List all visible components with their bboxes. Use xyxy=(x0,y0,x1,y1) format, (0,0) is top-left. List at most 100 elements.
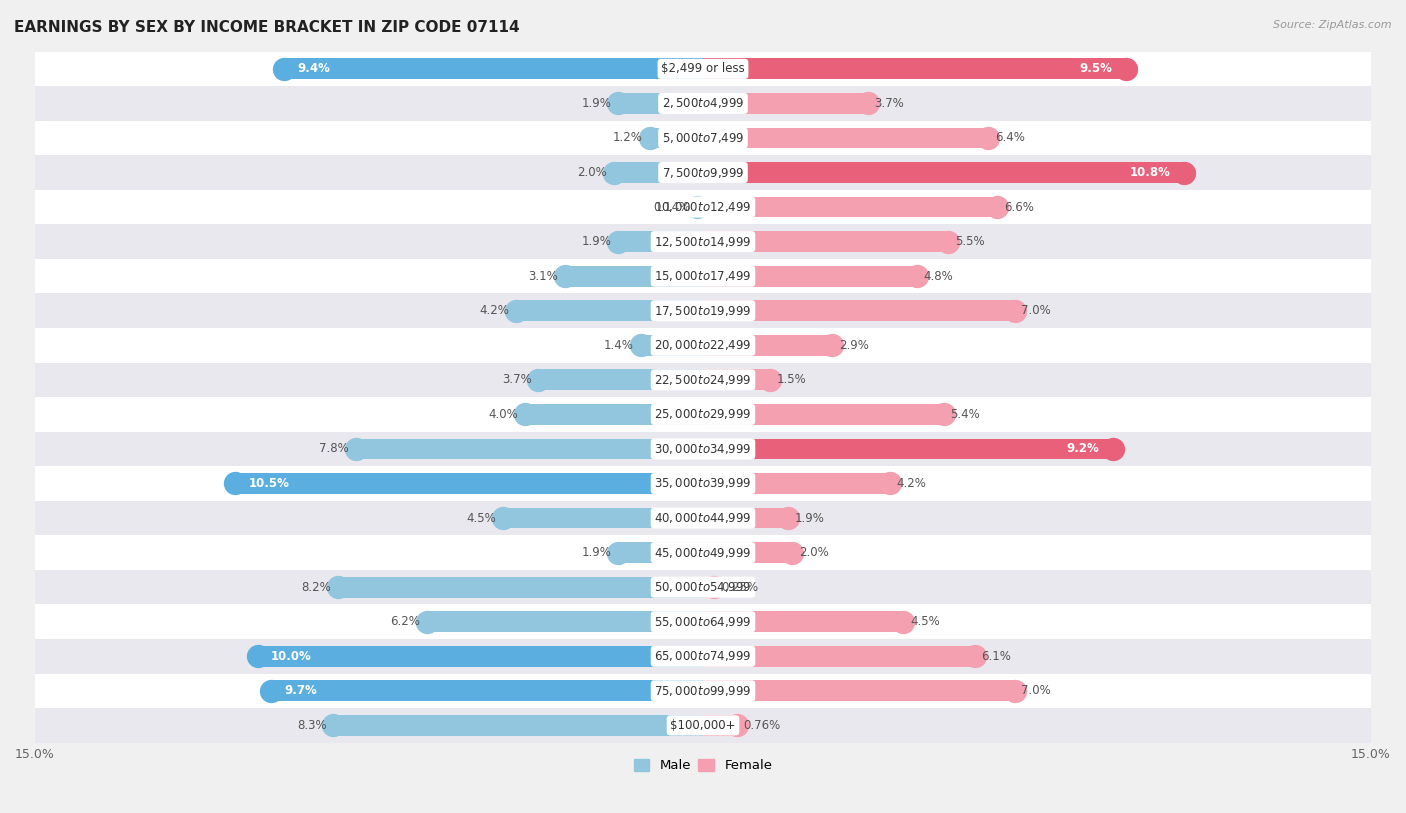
Bar xyxy=(35,708,1371,742)
Text: 6.1%: 6.1% xyxy=(981,650,1011,663)
Text: Source: ZipAtlas.com: Source: ZipAtlas.com xyxy=(1274,20,1392,30)
Bar xyxy=(257,646,703,667)
Bar xyxy=(502,507,703,528)
Bar xyxy=(703,197,997,217)
Text: $20,000 to $22,499: $20,000 to $22,499 xyxy=(654,338,752,352)
Bar xyxy=(35,120,1371,155)
Text: 0.14%: 0.14% xyxy=(652,201,690,214)
Bar xyxy=(35,604,1371,639)
Text: 1.5%: 1.5% xyxy=(776,373,806,386)
Text: 3.7%: 3.7% xyxy=(502,373,531,386)
Bar xyxy=(35,328,1371,363)
Text: 3.7%: 3.7% xyxy=(875,97,904,110)
Text: 8.3%: 8.3% xyxy=(297,719,326,732)
Text: 2.0%: 2.0% xyxy=(799,546,828,559)
Bar xyxy=(703,162,1184,183)
Text: 7.8%: 7.8% xyxy=(319,442,349,455)
Bar xyxy=(565,266,703,286)
Bar xyxy=(35,259,1371,293)
Bar xyxy=(619,542,703,563)
Bar xyxy=(35,189,1371,224)
Bar xyxy=(284,59,703,79)
Text: 9.5%: 9.5% xyxy=(1080,63,1112,76)
Text: 4.2%: 4.2% xyxy=(897,477,927,490)
Text: 6.6%: 6.6% xyxy=(1004,201,1033,214)
Bar xyxy=(641,335,703,355)
Bar xyxy=(35,673,1371,708)
Bar xyxy=(35,639,1371,673)
Text: EARNINGS BY SEX BY INCOME BRACKET IN ZIP CODE 07114: EARNINGS BY SEX BY INCOME BRACKET IN ZIP… xyxy=(14,20,520,35)
Bar xyxy=(703,507,787,528)
Text: 1.9%: 1.9% xyxy=(794,511,824,524)
Bar xyxy=(35,397,1371,432)
Text: 5.5%: 5.5% xyxy=(955,235,984,248)
Text: 3.1%: 3.1% xyxy=(529,270,558,283)
Bar xyxy=(703,576,714,598)
Bar xyxy=(703,128,988,148)
Text: $55,000 to $64,999: $55,000 to $64,999 xyxy=(654,615,752,628)
Text: 0.25%: 0.25% xyxy=(721,580,758,593)
Bar xyxy=(703,473,890,493)
Bar xyxy=(235,473,703,493)
Bar xyxy=(35,155,1371,189)
Text: 1.9%: 1.9% xyxy=(582,235,612,248)
Text: $12,500 to $14,999: $12,500 to $14,999 xyxy=(654,235,752,249)
Bar xyxy=(703,680,1015,701)
Bar xyxy=(703,646,974,667)
Bar xyxy=(35,466,1371,501)
Text: 1.9%: 1.9% xyxy=(582,546,612,559)
Text: 8.2%: 8.2% xyxy=(301,580,330,593)
Text: 5.4%: 5.4% xyxy=(950,408,980,421)
Text: $10,000 to $12,499: $10,000 to $12,499 xyxy=(654,200,752,214)
Bar xyxy=(35,535,1371,570)
Text: $22,500 to $24,999: $22,500 to $24,999 xyxy=(654,373,752,387)
Text: $40,000 to $44,999: $40,000 to $44,999 xyxy=(654,511,752,525)
Bar xyxy=(703,93,868,114)
Text: 6.4%: 6.4% xyxy=(994,132,1025,145)
Bar xyxy=(650,128,703,148)
Bar xyxy=(35,570,1371,604)
Bar xyxy=(35,51,1371,86)
Bar xyxy=(356,438,703,459)
Bar xyxy=(35,224,1371,259)
Bar xyxy=(271,680,703,701)
Text: 9.4%: 9.4% xyxy=(298,63,330,76)
Text: 4.2%: 4.2% xyxy=(479,304,509,317)
Text: 1.4%: 1.4% xyxy=(605,339,634,352)
Bar xyxy=(697,197,703,217)
Text: $25,000 to $29,999: $25,000 to $29,999 xyxy=(654,407,752,421)
Text: $5,000 to $7,499: $5,000 to $7,499 xyxy=(662,131,744,145)
Bar xyxy=(703,404,943,424)
Text: $45,000 to $49,999: $45,000 to $49,999 xyxy=(654,546,752,559)
Bar xyxy=(703,369,770,390)
Bar xyxy=(35,293,1371,328)
Bar xyxy=(703,266,917,286)
Text: $100,000+: $100,000+ xyxy=(671,719,735,732)
Text: $17,500 to $19,999: $17,500 to $19,999 xyxy=(654,304,752,318)
Bar xyxy=(619,93,703,114)
Text: 2.9%: 2.9% xyxy=(839,339,869,352)
Text: $2,499 or less: $2,499 or less xyxy=(661,63,745,76)
Bar xyxy=(35,501,1371,535)
Bar xyxy=(524,404,703,424)
Text: $2,500 to $4,999: $2,500 to $4,999 xyxy=(662,97,744,111)
Bar xyxy=(516,300,703,321)
Text: 4.5%: 4.5% xyxy=(467,511,496,524)
Bar xyxy=(35,363,1371,397)
Bar xyxy=(703,231,948,252)
Text: 2.0%: 2.0% xyxy=(578,166,607,179)
Bar xyxy=(703,59,1126,79)
Text: 7.0%: 7.0% xyxy=(1021,685,1052,698)
Text: 0.76%: 0.76% xyxy=(744,719,780,732)
Legend: Male, Female: Male, Female xyxy=(628,754,778,777)
Bar xyxy=(703,611,904,632)
Text: 4.0%: 4.0% xyxy=(488,408,519,421)
Bar xyxy=(614,162,703,183)
Text: $50,000 to $54,999: $50,000 to $54,999 xyxy=(654,580,752,594)
Text: $75,000 to $99,999: $75,000 to $99,999 xyxy=(654,684,752,698)
Bar xyxy=(703,335,832,355)
Bar xyxy=(333,715,703,736)
Bar xyxy=(703,300,1015,321)
Bar xyxy=(703,542,792,563)
Text: $7,500 to $9,999: $7,500 to $9,999 xyxy=(662,166,744,180)
